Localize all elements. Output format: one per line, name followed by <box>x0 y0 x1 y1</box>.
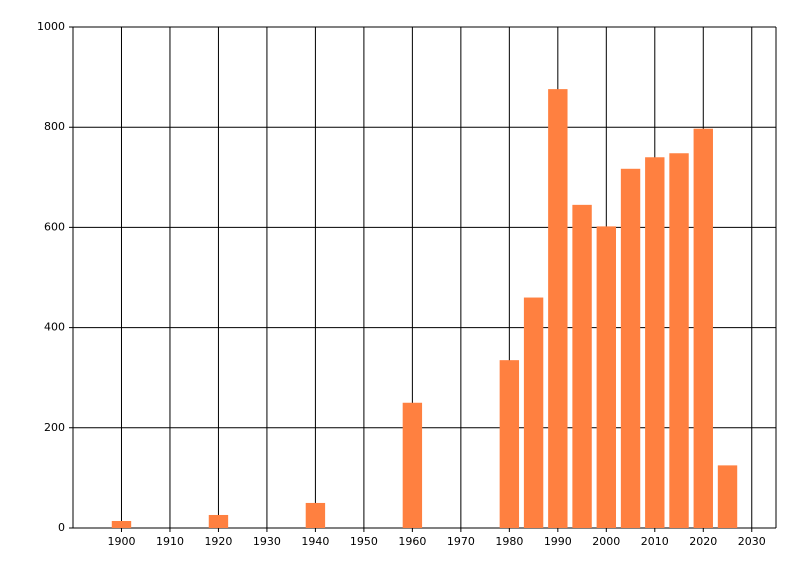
x-tick-label: 1970 <box>447 535 475 548</box>
x-tick-label: 2030 <box>738 535 766 548</box>
bar <box>596 226 617 528</box>
bar <box>523 297 544 528</box>
y-tick-label: 600 <box>44 220 65 233</box>
y-tick-label: 400 <box>44 321 65 334</box>
y-tick-label: 1000 <box>37 20 65 33</box>
x-tick-label: 1960 <box>398 535 426 548</box>
x-tick-label: 1930 <box>253 535 281 548</box>
bar <box>402 402 423 528</box>
bar <box>693 128 713 528</box>
y-tick-label: 800 <box>44 120 65 133</box>
bar <box>111 520 132 528</box>
bar <box>620 168 641 528</box>
x-tick-label: 1940 <box>301 535 329 548</box>
bar <box>669 153 689 528</box>
x-tick-label: 1900 <box>107 535 135 548</box>
x-tick-label: 1920 <box>204 535 232 548</box>
bar <box>499 360 520 528</box>
x-tick-label: 1950 <box>350 535 378 548</box>
x-tick-label: 1910 <box>156 535 184 548</box>
x-tick-label: 2010 <box>641 535 669 548</box>
bar <box>645 157 665 528</box>
bar <box>572 204 592 529</box>
x-tick-label: 1980 <box>495 535 523 548</box>
bar <box>548 89 568 529</box>
bar <box>717 465 738 528</box>
x-tick-label: 2020 <box>689 535 717 548</box>
y-tick-label: 200 <box>44 421 65 434</box>
y-tick-label: 0 <box>58 521 65 534</box>
x-tick-label: 2000 <box>592 535 620 548</box>
x-tick-label: 1990 <box>544 535 572 548</box>
bar <box>305 502 326 528</box>
bar <box>208 514 229 528</box>
